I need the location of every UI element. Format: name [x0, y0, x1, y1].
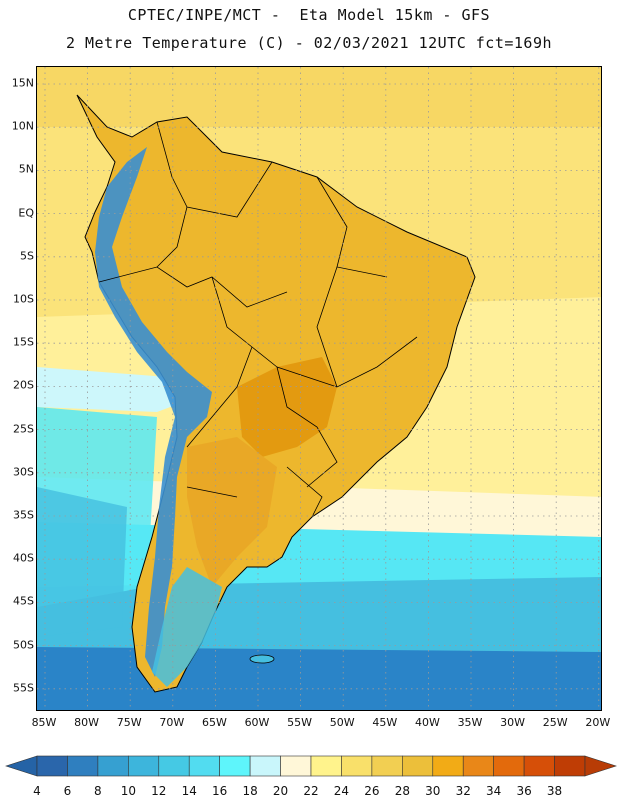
legend-color-box — [371, 755, 403, 777]
color-scale-legend — [5, 755, 617, 777]
legend-tick: 28 — [394, 784, 410, 798]
lon-label: 20W — [585, 716, 611, 729]
ocean-coldest-band — [37, 647, 601, 710]
lat-label: 5N — [18, 162, 34, 176]
map-title: CPTEC/INPE/MCT - Eta Model 15km - GFS — [127, 6, 491, 24]
legend-tick: 16 — [212, 784, 228, 798]
lat-label: EQ — [18, 206, 34, 220]
legend-tick: 14 — [181, 784, 197, 798]
legend-tick: 32 — [455, 784, 471, 798]
lon-label: 40W — [414, 716, 440, 729]
legend-tick: 4 — [33, 784, 41, 798]
lon-label: 45W — [372, 716, 398, 729]
lat-label: 45S — [13, 594, 34, 608]
lon-label: 55W — [287, 716, 313, 729]
legend-color-box — [36, 755, 68, 777]
lon-label: 60W — [244, 716, 270, 729]
lat-label: 10S — [13, 292, 34, 306]
lat-label: 55S — [13, 681, 34, 695]
legend-color-box — [97, 755, 129, 777]
lon-label: 80W — [74, 716, 100, 729]
legend-color-box — [67, 755, 99, 777]
falkland-islands — [249, 654, 275, 664]
legend-color-box — [158, 755, 190, 777]
legend-tick: 10 — [120, 784, 136, 798]
legend-tick: 24 — [333, 784, 350, 798]
legend-color-box — [249, 755, 281, 777]
legend-tick: 38 — [546, 784, 563, 798]
legend-tick: 22 — [303, 784, 319, 798]
legend-color-box — [341, 755, 373, 777]
legend-color-box — [462, 755, 494, 777]
legend-color-box — [402, 755, 434, 777]
lon-label: 65W — [201, 716, 227, 729]
legend-color-box — [128, 755, 160, 777]
temperature-map — [36, 66, 602, 711]
legend-tick: 36 — [516, 784, 532, 798]
legend-color-box — [432, 755, 464, 777]
lon-label: 75W — [116, 716, 142, 729]
legend-tick: 18 — [242, 784, 258, 798]
legend-color-box — [493, 755, 525, 777]
legend-tick: 12 — [151, 784, 167, 798]
legend-color-box — [310, 755, 342, 777]
lat-label: 10N — [11, 119, 34, 133]
lat-label: 15S — [13, 335, 34, 349]
lat-label: 30S — [13, 465, 34, 479]
lon-label: 70W — [159, 716, 185, 729]
lat-label: 50S — [13, 638, 34, 652]
graticule-lines — [37, 67, 601, 710]
andes-cold-strip — [95, 147, 212, 677]
legend-tick: 6 — [63, 784, 72, 798]
lon-label: 50W — [329, 716, 355, 729]
legend-overflow-arrow — [584, 755, 617, 777]
ocean-cool-band — [37, 367, 197, 412]
legend-color-box — [523, 755, 555, 777]
legend-tick: 26 — [364, 784, 380, 798]
lat-label: 35S — [13, 508, 34, 522]
lon-label: 35W — [457, 716, 483, 729]
lat-label: 40S — [13, 551, 34, 565]
country-borders — [98, 121, 418, 518]
legend-color-box — [280, 755, 312, 777]
legend-tick: 30 — [425, 784, 441, 798]
lat-label: 20S — [13, 378, 34, 392]
ocean-colder-west — [37, 487, 127, 637]
lon-label: 25W — [542, 716, 568, 729]
lon-label: 30W — [500, 716, 526, 729]
legend-tick: 34 — [486, 784, 502, 798]
legend-color-box — [554, 755, 586, 777]
ocean-mild-band — [37, 67, 601, 127]
legend-tick: 8 — [94, 784, 102, 798]
legend-color-box — [188, 755, 220, 777]
legend-underflow-arrow — [5, 755, 38, 777]
lat-label: 15N — [11, 76, 34, 90]
map-subtitle: 2 Metre Temperature (C) - 02/03/2021 12U… — [65, 34, 553, 52]
lon-label: 85W — [31, 716, 57, 729]
warm-south-region — [187, 437, 277, 587]
lat-label: 25S — [13, 422, 34, 436]
legend-tick: 20 — [272, 784, 289, 798]
legend-color-box — [219, 755, 251, 777]
lat-label: 5S — [20, 249, 34, 263]
patagonia-cold — [152, 567, 222, 687]
